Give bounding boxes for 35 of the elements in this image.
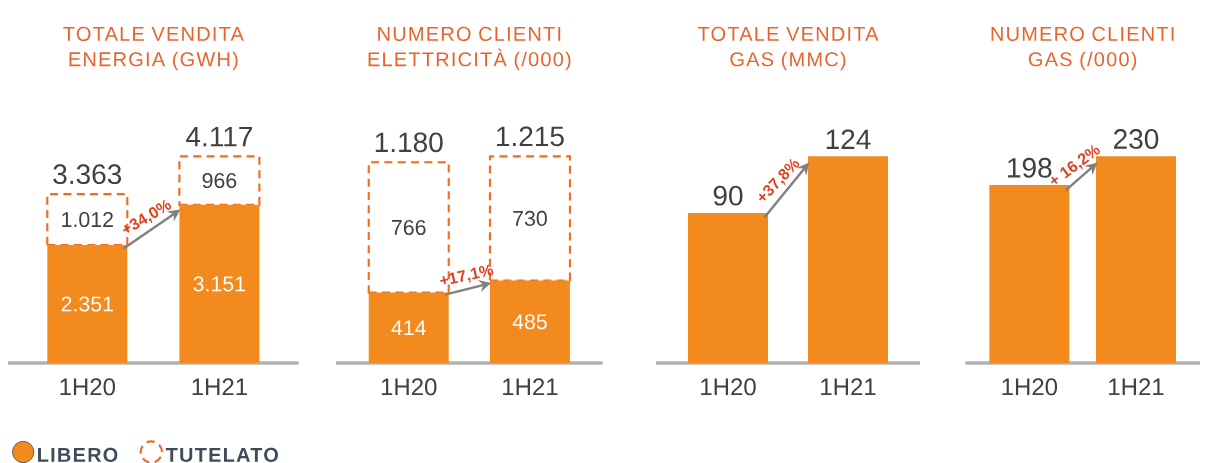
data-label: 124 <box>826 129 871 149</box>
data-label: 230 <box>1114 129 1159 149</box>
total-label: 4.117 <box>186 127 252 147</box>
data-label: 966 <box>202 173 237 189</box>
bar <box>178 155 261 206</box>
x-tick-label: 1H20 <box>701 378 756 396</box>
data-label: 2.351 <box>61 296 113 312</box>
total-label: 3.363 <box>53 164 122 185</box>
x-tick-label: 1H21 <box>1109 378 1164 396</box>
bar <box>368 292 449 363</box>
bar <box>179 204 260 363</box>
x-tick-label: 1H20 <box>1002 378 1058 396</box>
annotation: +17,1% <box>440 264 494 285</box>
data-label: 1.012 <box>62 212 113 228</box>
bar <box>47 244 128 363</box>
chart-title: TOTALE VENDITA ENERGIA (GWH) <box>63 26 244 71</box>
total-label: 1.215 <box>497 126 564 147</box>
data-label: 766 <box>392 219 426 235</box>
chart-title: NUMERO CLIENTI ELETTRICITÀ (/000) <box>368 26 571 71</box>
data-label: 485 <box>512 314 547 330</box>
chart-title: TOTALE VENDITA GAS (MMC) <box>697 26 879 71</box>
x-tick-label: 1H20 <box>60 378 116 396</box>
legend-label: LIBERO <box>38 447 118 462</box>
data-label: 414 <box>391 320 426 336</box>
data-label: 730 <box>513 210 547 226</box>
x-tick-label: 1H21 <box>503 378 558 396</box>
legend-label: TUTELATO <box>165 447 278 462</box>
x-tick-label: 1H21 <box>821 378 876 396</box>
data-label: 198 <box>1008 157 1052 178</box>
x-tick-label: 1H21 <box>192 378 247 396</box>
x-tick-label: 1H20 <box>381 378 437 396</box>
total-label: 1.180 <box>375 132 443 153</box>
data-label: 3.151 <box>193 276 246 292</box>
data-label: 90 <box>713 185 743 206</box>
chart-title: NUMERO CLIENTI GAS (/000) <box>991 26 1174 71</box>
